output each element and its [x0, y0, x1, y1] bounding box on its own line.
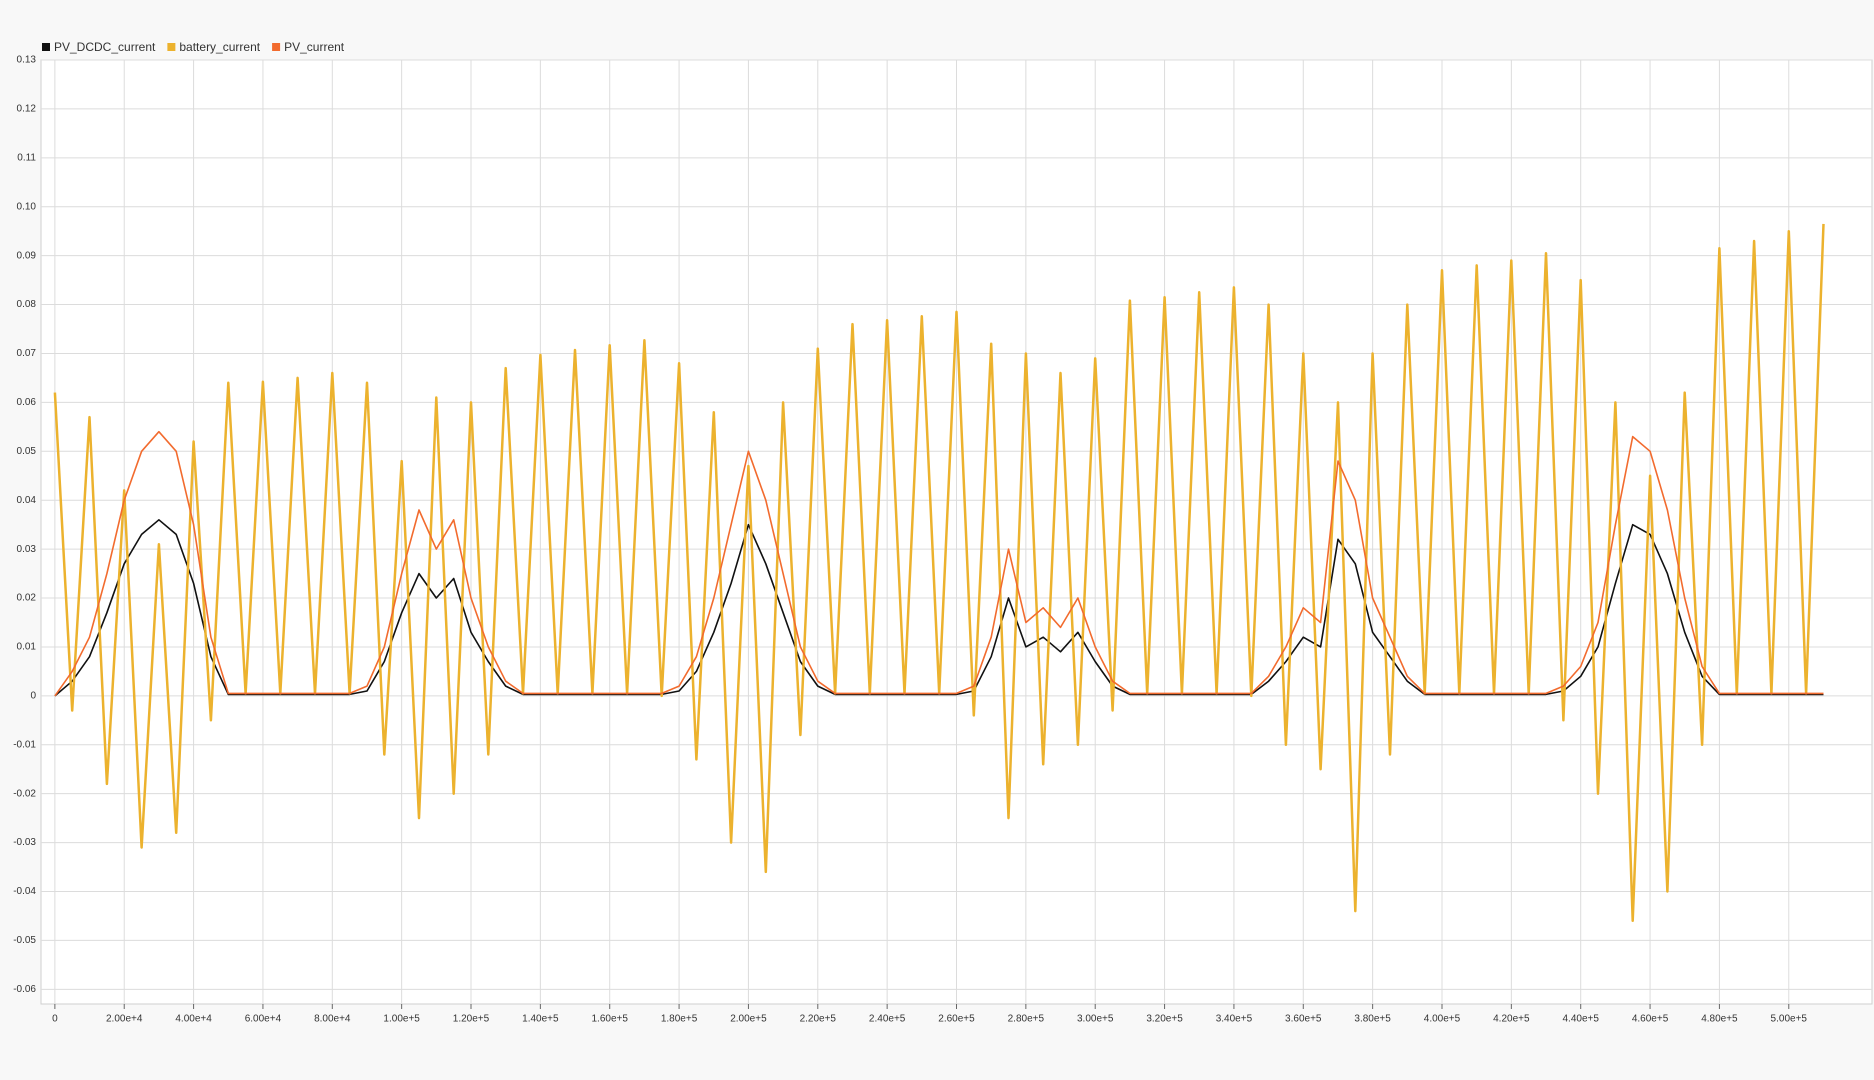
- x-tick-label: 2.20e+5: [800, 1014, 837, 1025]
- legend-swatch: [167, 43, 176, 51]
- x-tick-label: 3.20e+5: [1146, 1014, 1183, 1025]
- y-tick-label: -0.03: [13, 837, 36, 848]
- x-tick-label: 2.80e+5: [1008, 1014, 1045, 1025]
- x-tick-label: 8.00e+4: [314, 1014, 351, 1025]
- x-tick-label: 5.00e+5: [1771, 1014, 1808, 1025]
- y-tick-label: 0: [30, 690, 36, 701]
- x-tick-label: 6.00e+4: [245, 1014, 282, 1025]
- y-tick-label: 0.05: [17, 446, 37, 457]
- y-tick-label: 0.12: [17, 104, 37, 115]
- x-tick-label: 4.60e+5: [1632, 1014, 1669, 1025]
- legend-swatch: [272, 43, 281, 51]
- x-tick-label: 2.60e+5: [938, 1014, 975, 1025]
- x-tick-label: 3.60e+5: [1285, 1014, 1322, 1025]
- y-tick-label: 0.02: [17, 593, 37, 604]
- x-tick-label: 4.20e+5: [1493, 1014, 1530, 1025]
- legend-swatch: [42, 43, 50, 51]
- x-tick-label: 2.00e+5: [730, 1014, 767, 1025]
- x-tick-label: 1.40e+5: [522, 1014, 559, 1025]
- series-line: [54, 430, 1824, 697]
- x-tick-label: 2.40e+5: [869, 1014, 906, 1025]
- x-tick-label: 1.20e+5: [453, 1014, 490, 1025]
- y-tick-label: -0.02: [13, 788, 36, 799]
- legend-label: PV_DCDC_current: [54, 40, 156, 54]
- y-tick-label: 0.08: [17, 299, 37, 310]
- y-tick-label: 0.10: [17, 201, 37, 212]
- y-tick-label: 0.01: [17, 642, 37, 653]
- x-tick-label: 4.00e+4: [175, 1014, 212, 1025]
- y-tick-label: 0.06: [17, 397, 37, 408]
- x-tick-label: 4.00e+5: [1424, 1014, 1461, 1025]
- x-tick-label: 3.80e+5: [1354, 1014, 1391, 1025]
- y-tick-label: 0.03: [17, 544, 37, 555]
- y-tick-label: 0.11: [17, 152, 36, 163]
- x-tick-label: 3.00e+5: [1077, 1014, 1114, 1025]
- y-tick-label: 0.04: [17, 495, 37, 506]
- y-tick-label: 0.07: [17, 348, 37, 359]
- y-tick-label: 0.09: [17, 250, 37, 261]
- legend-label: battery_current: [179, 40, 260, 54]
- y-tick-label: 0.13: [17, 55, 37, 66]
- x-tick-label: 1.00e+5: [383, 1014, 420, 1025]
- y-tick-label: -0.06: [13, 984, 36, 995]
- y-tick-label: -0.05: [13, 935, 36, 946]
- y-tick-label: -0.04: [13, 886, 36, 897]
- x-tick-label: 3.40e+5: [1216, 1014, 1253, 1025]
- x-tick-label: 2.00e+4: [106, 1014, 143, 1025]
- x-tick-label: 1.60e+5: [592, 1014, 629, 1025]
- x-tick-label: 4.80e+5: [1701, 1014, 1738, 1025]
- y-tick-label: -0.01: [13, 739, 36, 750]
- x-tick-label: 0: [52, 1014, 58, 1025]
- x-tick-label: 1.80e+5: [661, 1014, 698, 1025]
- legend-label: PV_current: [284, 40, 345, 54]
- x-tick-label: 4.40e+5: [1562, 1014, 1599, 1025]
